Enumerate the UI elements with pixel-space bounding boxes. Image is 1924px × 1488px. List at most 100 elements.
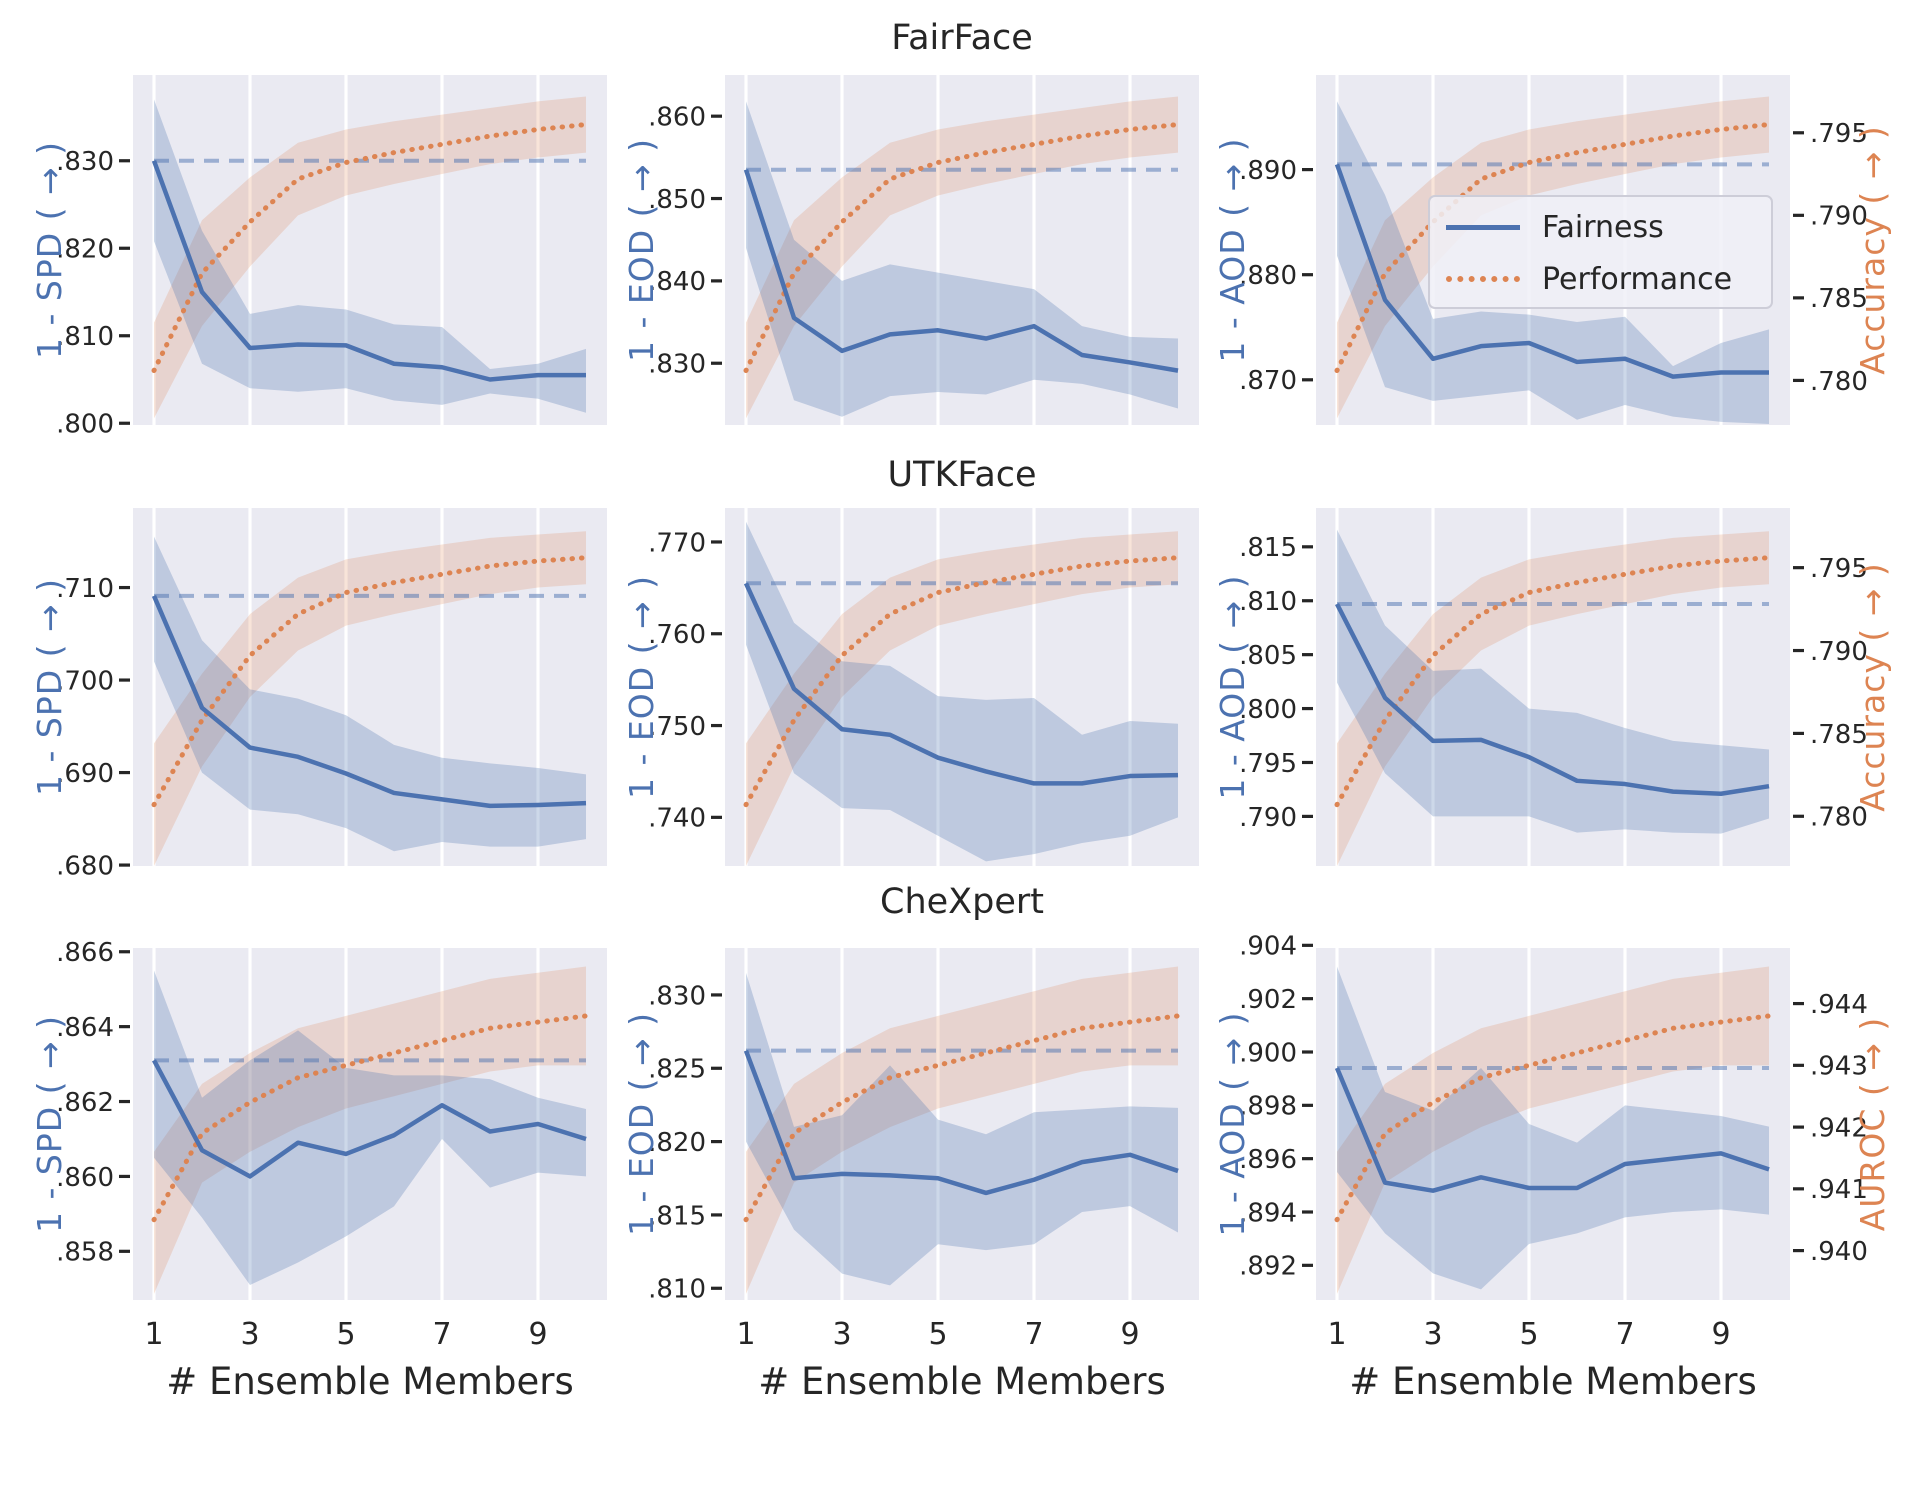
right-tick-label: .795 [1810, 119, 1868, 149]
y-tick-label: .795 [1239, 749, 1297, 779]
fairness-line [151, 159, 586, 382]
right-axis-label-accuracy-fairface: Accuracy ( → ) [1852, 125, 1892, 375]
performance-line [151, 122, 589, 374]
ylabel-chexpert-eod: 1 - EOD ( → ) [621, 1012, 661, 1236]
legend: Fairness Performance [1428, 195, 1773, 309]
y-tick-label: .740 [648, 804, 706, 834]
ylabel-chexpert-aod: 1 - AOD ( → ) [1212, 1011, 1252, 1237]
performance-confidence-band [1337, 966, 1769, 1294]
fairness-line [1334, 602, 1770, 797]
ylabel-fairface-spd: 1 - SPD ( → ) [29, 141, 69, 360]
right-tick-label: .790 [1810, 202, 1868, 232]
ylabel-utkface-aod: 1 - AOD ( → ) [1212, 574, 1252, 800]
chart-utkface-eod: .740 .750 .760 .770 [648, 508, 1199, 866]
x-tick-label: 3 [240, 1317, 259, 1352]
performance-line [743, 1013, 1181, 1223]
y-tick-label: .760 [648, 620, 706, 650]
y-tick-label: .770 [648, 528, 706, 558]
x-tick-label: 5 [928, 1317, 947, 1352]
y-tick-label: .830 [56, 147, 114, 177]
y-tick-label: .710 [56, 574, 114, 604]
y-tick-label: .880 [1239, 261, 1297, 291]
x-tick-label: 7 [432, 1317, 451, 1352]
right-axis-label-accuracy-utkface: Accuracy ( → ) [1852, 562, 1892, 812]
fairness-line [152, 1059, 587, 1179]
performance-confidence-band [154, 531, 586, 866]
y-tick-label: .750 [648, 712, 706, 742]
x-tick-label: 3 [832, 1317, 851, 1352]
y-tick-label: .700 [56, 666, 114, 696]
x-tick-label: 3 [1423, 1317, 1442, 1352]
y-tick-label: .850 [648, 185, 706, 215]
fairness-confidence-band [1337, 529, 1769, 834]
fairness-confidence-band [154, 99, 586, 413]
y-tick-label: .840 [648, 267, 706, 297]
x-tick-label: 5 [1519, 1317, 1538, 1352]
y-tick-label: .810 [1239, 587, 1297, 617]
legend-item-fairness: Fairness [1446, 210, 1664, 245]
chart-utkface-spd: .680 .690 .700 .710 [56, 508, 607, 881]
chart-utkface-aod: .790 .795 .800 .805 .810 .815 .780 .785 .790 .795 [1239, 508, 1868, 866]
y-tick-label: .902 [1239, 985, 1297, 1015]
y-tick-label: .862 [56, 1088, 114, 1118]
y-tick-label: .866 [56, 938, 114, 968]
x-tick-label: 5 [336, 1317, 355, 1352]
y-tick-label: .870 [1239, 366, 1297, 396]
x-tick-label: 1 [144, 1317, 163, 1352]
y-tick-label: .805 [1239, 641, 1297, 671]
performance-confidence-band [1337, 531, 1769, 866]
fairness-confidence-band [154, 970, 586, 1286]
y-tick-label: .690 [56, 759, 114, 789]
y-tick-label: .825 [648, 1055, 706, 1085]
row-title-chexpert: CheXpert [880, 882, 1044, 922]
x-tick-label: 9 [1120, 1317, 1139, 1352]
fairness-confidence-band [154, 536, 586, 852]
right-tick-label: .943 [1810, 1052, 1868, 1082]
y-tick-label: .860 [648, 103, 706, 133]
right-tick-label: .790 [1810, 637, 1868, 667]
performance-line [151, 1013, 589, 1223]
fairness-confidence-band [746, 521, 1178, 862]
y-tick-label: .815 [1239, 533, 1297, 563]
legend-label-performance: Performance [1542, 261, 1733, 297]
fairness-line [1334, 163, 1769, 379]
performance-confidence-band [746, 966, 1178, 1294]
y-tick-label: .820 [648, 1128, 706, 1158]
right-tick-label: .944 [1810, 990, 1868, 1020]
y-tick-label: .810 [648, 1275, 706, 1305]
right-tick-label: .795 [1810, 554, 1868, 584]
y-tick-label: .900 [1239, 1038, 1297, 1068]
y-tick-label: .830 [648, 350, 706, 380]
y-tick-label: .790 [1239, 803, 1297, 833]
fairness-line [743, 582, 1179, 786]
performance-confidence-band [746, 96, 1178, 419]
x-tick-label: 9 [528, 1317, 547, 1352]
x-tick-label: 7 [1024, 1317, 1043, 1352]
right-tick-label: .941 [1810, 1175, 1868, 1205]
x-axis-label-col2: # Ensemble Members [758, 1360, 1166, 1403]
chart-chexpert-spd: .858 .860 .862 .864 .866 1 3 5 7 9 [56, 938, 607, 1352]
y-tick-label: .810 [56, 322, 114, 352]
y-tick-label: .890 [1239, 156, 1297, 186]
performance-line [1334, 122, 1772, 374]
fairness-line [743, 1049, 1179, 1196]
y-tick-label: .858 [56, 1238, 114, 1268]
ylabel-fairface-aod: 1 - AOD ( → ) [1212, 137, 1252, 363]
x-tick-label: 1 [736, 1317, 755, 1352]
performance-line [151, 555, 589, 808]
y-tick-label: .820 [56, 235, 114, 265]
row-title-utkface: UTKFace [887, 455, 1037, 495]
right-tick-label: .940 [1810, 1237, 1868, 1267]
y-tick-label: .815 [648, 1201, 706, 1231]
right-tick-label: .785 [1810, 720, 1868, 750]
ylabel-utkface-eod: 1 - EOD ( → ) [621, 575, 661, 799]
performance-line [743, 122, 1181, 374]
fairness-confidence-band [746, 101, 1178, 417]
fairness-line [743, 169, 1179, 373]
chart-chexpert-eod: .810 .815 .820 .825 .830 1 3 5 7 9 [648, 948, 1199, 1352]
x-tick-label: 1 [1327, 1317, 1346, 1352]
performance-line-sample [1446, 276, 1520, 282]
chart-chexpert-aod: .892 .894 .896 .898 .900 .902 .904 .940 .941 .942… [1239, 932, 1868, 1352]
y-tick-label: .830 [648, 981, 706, 1011]
chart-fairface-spd: .800 .810 .820 .830 [56, 75, 607, 440]
